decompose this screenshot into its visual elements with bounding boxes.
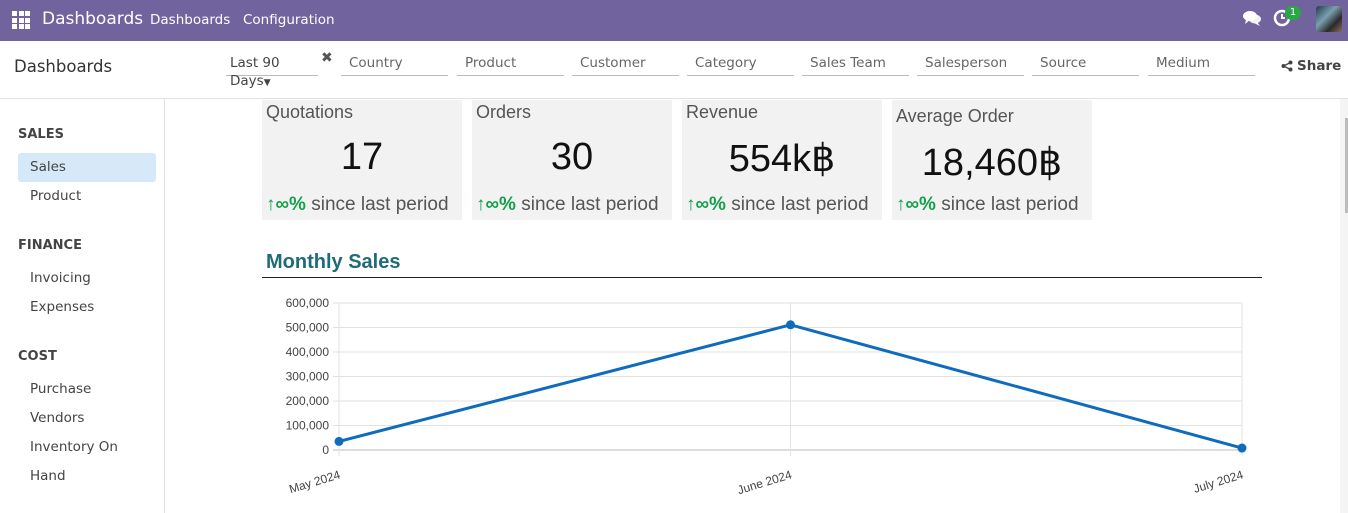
y-tick-label: 500,000 xyxy=(286,321,330,335)
kpi-title: Average Order xyxy=(896,106,1014,126)
kpi-card-quotations[interactable]: Quotations 17 ↑∞% since last period xyxy=(262,100,462,220)
filter-category[interactable]: Category xyxy=(687,54,794,76)
x-tick-label: May 2024 xyxy=(287,467,342,496)
chart-title-divider xyxy=(262,277,1262,278)
kpi-change: ∞% xyxy=(905,194,936,215)
kpi-card-orders[interactable]: Orders 30 ↑∞% since last period xyxy=(472,100,672,220)
arrow-up-icon: ↑ xyxy=(896,194,906,215)
data-point xyxy=(334,436,344,446)
monthly-sales-chart: 0 100,000 200,000 300,000 400,000 500,000 600,… xyxy=(286,296,1247,497)
sidebar-section-cost: COST xyxy=(18,349,57,364)
filter-product[interactable]: Product xyxy=(457,54,564,76)
sidebar-section-finance: FINANCE xyxy=(18,238,82,253)
filter-source[interactable]: Source xyxy=(1032,54,1139,76)
scrollbar-thumb[interactable] xyxy=(1345,118,1348,213)
filter-sales-team[interactable]: Sales Team xyxy=(802,54,909,76)
kpi-suffix: since last period xyxy=(521,194,659,215)
kpi-title: Quotations xyxy=(266,102,354,122)
sidebar-item-inventory-on-hand[interactable]: Inventory On Hand xyxy=(30,439,118,484)
kpi-title: Revenue xyxy=(686,102,759,122)
share-button[interactable]: Share xyxy=(1281,58,1341,74)
sidebar-item-invoicing[interactable]: Invoicing xyxy=(30,270,91,286)
caret-down-icon: ▼ xyxy=(263,78,271,88)
kpi-card-revenue[interactable]: Revenue 554k฿ ↑∞% since last period xyxy=(682,100,882,220)
arrow-up-icon: ↑ xyxy=(266,194,276,215)
kpi-trend: ↑∞% since last period xyxy=(476,194,659,216)
kpi-change: ∞% xyxy=(485,194,516,215)
scrollbar[interactable] xyxy=(1340,99,1348,513)
kpi-suffix: since last period xyxy=(311,194,449,215)
share-icon xyxy=(1281,60,1293,72)
sidebar-item-product[interactable]: Product xyxy=(30,188,82,204)
y-tick-label: 300,000 xyxy=(286,370,330,384)
kpi-change: ∞% xyxy=(695,194,726,215)
filter-country[interactable]: Country xyxy=(341,54,448,76)
y-tick-label: 0 xyxy=(322,443,329,457)
x-tick-label: June 2024 xyxy=(736,467,794,497)
kpi-change: ∞% xyxy=(275,194,306,215)
kpi-value: 17 xyxy=(340,136,384,178)
kpi-suffix: since last period xyxy=(731,194,869,215)
kpi-value: 554k฿ xyxy=(728,138,836,180)
top-navbar: Dashboards Dashboards Configuration 1 xyxy=(0,0,1348,41)
date-filter-value: Last 90 Days xyxy=(230,55,280,89)
kpi-value: 30 xyxy=(550,136,594,178)
share-label: Share xyxy=(1297,58,1342,74)
clear-filter-icon[interactable]: ✖ xyxy=(321,50,333,66)
sidebar-item-sales[interactable]: Sales xyxy=(18,153,156,182)
kpi-trend: ↑∞% since last period xyxy=(896,194,1079,216)
apps-grid-icon[interactable] xyxy=(12,11,30,29)
y-tick-label: 400,000 xyxy=(286,345,330,359)
filter-salesperson[interactable]: Salesperson xyxy=(917,54,1024,76)
menu-dashboards[interactable]: Dashboards xyxy=(150,12,231,28)
sidebar-section-sales: SALES xyxy=(18,127,64,142)
data-point xyxy=(786,320,795,330)
kpi-value: 18,460฿ xyxy=(921,142,1063,184)
date-filter-select[interactable]: Last 90 Days▼ xyxy=(226,54,318,89)
y-tick-label: 600,000 xyxy=(286,296,330,310)
sidebar: SALES Sales Product FINANCE Invoicing Ex… xyxy=(0,99,165,513)
kpi-trend: ↑∞% since last period xyxy=(686,194,869,216)
filter-customer[interactable]: Customer xyxy=(572,54,679,76)
sidebar-item-vendors[interactable]: Vendors xyxy=(30,410,85,426)
arrow-up-icon: ↑ xyxy=(476,194,486,215)
filter-medium[interactable]: Medium xyxy=(1148,54,1255,76)
app-name[interactable]: Dashboards xyxy=(42,9,144,29)
sidebar-item-purchase[interactable]: Purchase xyxy=(30,381,92,397)
chart-title: Monthly Sales xyxy=(266,251,401,273)
data-point xyxy=(1237,443,1247,453)
x-tick-label: July 2024 xyxy=(1192,467,1246,496)
arrow-up-icon: ↑ xyxy=(686,194,696,215)
menu-configuration[interactable]: Configuration xyxy=(243,12,335,28)
activity-badge: 1 xyxy=(1285,6,1301,20)
sidebar-item-expenses[interactable]: Expenses xyxy=(30,299,95,315)
kpi-trend: ↑∞% since last period xyxy=(266,194,449,216)
kpi-title: Orders xyxy=(476,102,532,122)
kpi-card-average-order[interactable]: Average Order 18,460฿ ↑∞% since last per… xyxy=(892,100,1092,220)
kpi-suffix: since last period xyxy=(941,194,1079,215)
page-title: Dashboards xyxy=(14,57,113,76)
control-panel: Dashboards Last 90 Days▼ ✖ Country Produ… xyxy=(0,41,1348,99)
avatar[interactable] xyxy=(1316,6,1342,32)
chat-icon[interactable] xyxy=(1242,9,1262,31)
y-tick-label: 200,000 xyxy=(286,394,330,408)
y-tick-label: 100,000 xyxy=(286,419,330,433)
